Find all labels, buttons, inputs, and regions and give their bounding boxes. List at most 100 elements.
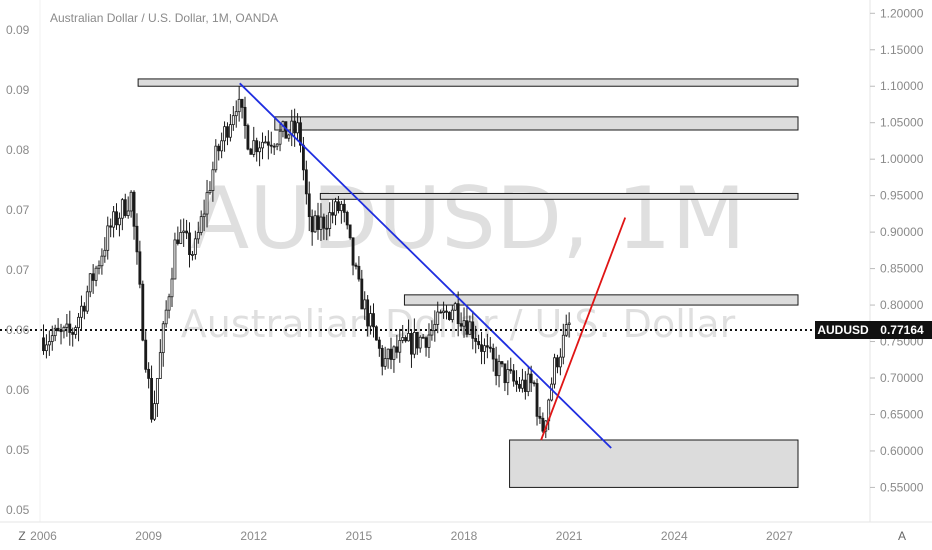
candle-body — [558, 356, 562, 368]
candle-body — [374, 326, 378, 341]
candle-body — [369, 313, 372, 327]
x-axis-tick-label: 2018 — [451, 529, 478, 543]
candle-body — [532, 382, 536, 385]
candle-body — [103, 249, 107, 257]
symbol-label: AUDUSD — [817, 323, 869, 337]
candle-body — [153, 403, 156, 420]
candle-body — [459, 323, 463, 327]
candle-body — [360, 278, 364, 310]
candle-body — [205, 192, 209, 215]
candle-body — [243, 106, 247, 126]
candle-body — [217, 145, 221, 152]
candle-body — [398, 340, 402, 353]
candle-body — [56, 327, 60, 332]
candle-body — [155, 378, 159, 405]
right-axis-tick-label: 0.60000 — [880, 444, 924, 458]
candle-body — [147, 368, 151, 379]
left-axis-tick-label: 0.09 — [6, 23, 30, 37]
candle-body — [226, 126, 229, 138]
trendline-1 — [239, 82, 612, 449]
right-axis-tick-label: 0.95000 — [880, 189, 924, 203]
candle-body — [418, 336, 422, 349]
candle-body — [357, 265, 361, 280]
candle-body — [185, 230, 189, 234]
candle-body — [538, 415, 542, 419]
candle-body — [199, 216, 203, 233]
last-price-bg — [872, 321, 932, 339]
candle-body — [462, 320, 466, 327]
candle-body — [445, 310, 448, 313]
x-axis-tick-label: 2021 — [556, 529, 583, 543]
candle-body — [488, 346, 492, 349]
right-axis-tick-label: 0.90000 — [880, 225, 924, 239]
candle-body — [188, 232, 191, 255]
candle-body — [424, 337, 428, 348]
candle-body — [447, 311, 451, 320]
candle-body — [313, 215, 317, 233]
candle-body — [526, 373, 530, 392]
candle-body — [144, 339, 148, 370]
candle-body — [354, 264, 358, 267]
left-axis-tick-label: 0.09 — [6, 83, 30, 97]
time-axis[interactable]: 2006 2009 2012 2015 2018 2021 2024 2027 — [30, 529, 793, 543]
x-axis-tick-label: 2006 — [30, 529, 57, 543]
left-axis-tick-label: 0.05 — [6, 503, 30, 517]
candle-body — [497, 361, 501, 377]
candle-body — [372, 313, 375, 328]
candle-body — [363, 299, 367, 310]
candle-body — [228, 124, 232, 138]
candle-body — [141, 283, 145, 341]
candle-body — [307, 193, 311, 218]
candle-body — [82, 305, 86, 312]
candle-body — [556, 357, 559, 368]
candle-body — [421, 336, 425, 339]
candle-body — [322, 216, 326, 229]
candle-body — [427, 334, 431, 348]
candle-body — [518, 383, 521, 389]
candle-body — [561, 334, 565, 358]
trendlines-layer — [239, 82, 627, 449]
corner-right-button[interactable]: A — [898, 529, 906, 543]
candle-body — [220, 140, 224, 152]
right-axis-tick-label: 1.20000 — [880, 6, 924, 20]
candle-body — [325, 227, 329, 230]
candle-body — [88, 273, 92, 293]
candle-body — [520, 379, 524, 389]
corner-left-button[interactable]: Z — [18, 529, 25, 543]
candle-body — [85, 291, 89, 312]
candle-body — [53, 327, 57, 337]
candle-body — [491, 347, 495, 360]
x-axis-tick-label: 2027 — [766, 529, 793, 543]
candle-body — [164, 309, 168, 325]
candle-body — [77, 316, 80, 328]
candle-body — [503, 363, 507, 384]
trendline-2 — [540, 217, 627, 441]
candle-body — [126, 210, 130, 216]
left-price-axis[interactable]: 0.09 0.09 0.08 0.07 0.07 0.06 0.06 0.05 0.05 — [6, 23, 30, 517]
candle-body — [535, 383, 539, 417]
candle-body — [42, 337, 45, 352]
candle-body — [80, 305, 83, 318]
candle-body — [483, 345, 486, 352]
x-axis-tick-label: 2015 — [346, 529, 373, 543]
candle-body — [319, 216, 323, 230]
x-axis-tick-label: 2024 — [661, 529, 688, 543]
right-axis-tick-label: 0.70000 — [880, 371, 924, 385]
candle-body — [296, 122, 299, 134]
candle-body — [118, 217, 121, 226]
candle-body — [439, 311, 443, 314]
candle-body — [567, 322, 571, 325]
candle-body — [223, 126, 226, 142]
candle-body — [258, 147, 262, 153]
chart-title: Australian Dollar / U.S. Dollar, 1M, OAN… — [50, 11, 278, 25]
candle-body — [465, 320, 469, 335]
candle-body — [150, 378, 153, 420]
candle-body — [211, 169, 215, 191]
left-axis-tick-label: 0.06 — [6, 323, 30, 337]
candle-body — [50, 335, 54, 342]
candle-body — [47, 341, 51, 346]
candle-body — [348, 224, 352, 239]
candle-body — [328, 212, 332, 229]
candle-body — [170, 278, 174, 298]
